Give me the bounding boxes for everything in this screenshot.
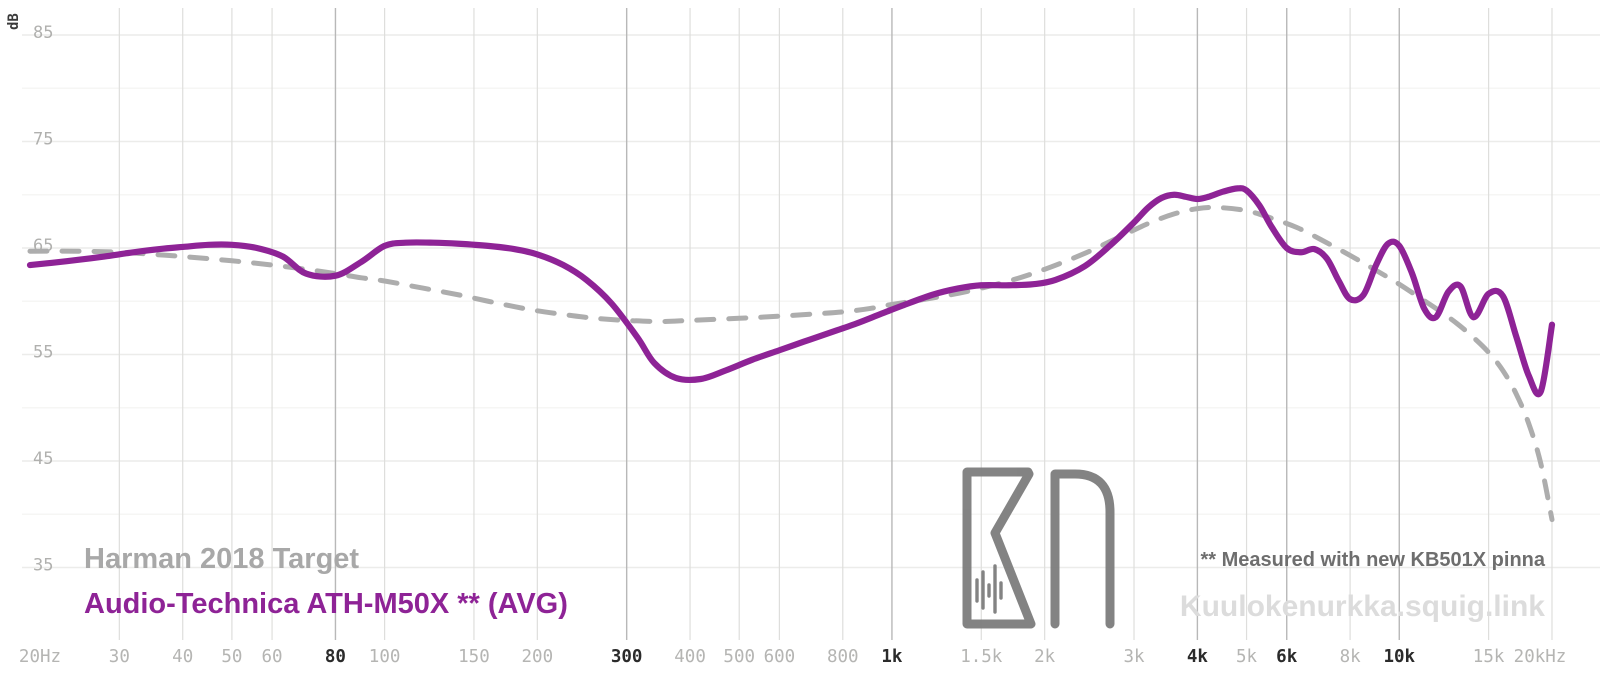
watermark-site-url: Kuulokenurkka.squig.link [1180,590,1545,623]
x-axis-tick-label: 20Hz [19,647,61,667]
y-axis-tick-label: 35 [33,556,53,576]
x-axis-tick-label: 30 [109,647,130,667]
x-axis-tick-label: 300 [611,647,643,667]
y-axis-tick-label: 45 [33,449,53,469]
vertical-gridlines [118,8,1553,640]
x-axis-tick-label: 200 [522,647,554,667]
x-axis-tick-label: 4k [1187,647,1209,667]
x-axis-tick-label: 1.5k [960,647,1003,667]
footnote-measurement-pinna: ** Measured with new KB501X pinna [1200,549,1545,571]
logo-waveform-bars [975,564,1003,614]
x-axis-tick-label: 3k [1123,647,1145,667]
x-axis-tick-label: 50 [221,647,242,667]
x-axis-tick-label: 10k [1383,647,1415,667]
ath-m50x-measurement-curve [26,185,1556,398]
x-axis-tick-label: 600 [764,647,796,667]
legend-item-ath-m50x[interactable]: Audio-Technica ATH-M50X ** (AVG) [84,588,568,620]
x-axis-tick-label: 20kHz [1514,647,1567,667]
kuulokenurkka-kn-logo [962,467,1115,629]
legend-item-harman-target[interactable]: Harman 2018 Target [84,543,359,575]
y-axis-tick-label: 75 [33,130,53,150]
y-axis-unit-label: dB [6,13,22,30]
x-axis-tick-label: 40 [172,647,193,667]
horizontal-gridlines [22,34,1600,569]
x-axis-tick-label: 8k [1340,647,1362,667]
x-axis-tick-label: 800 [827,647,859,667]
x-axis-tick-label: 80 [325,647,346,667]
x-axis-tick-label: 1k [881,647,903,667]
x-axis-tick-label: 15k [1473,647,1505,667]
x-axis-tick-labels: 20Hz 30 40 50 60 80 100 150 200 300 400 500 600 800 1k… [19,647,1566,667]
x-axis-tick-label: 2k [1034,647,1056,667]
x-axis-tick-label: 400 [674,647,706,667]
x-axis-tick-label: 6k [1276,647,1298,667]
x-axis-tick-label: 5k [1236,647,1258,667]
x-axis-tick-label: 500 [723,647,755,667]
y-axis-tick-label: 85 [33,23,53,43]
x-axis-tick-label: 100 [369,647,401,667]
y-axis-tick-label: 55 [33,343,53,363]
harman-target-curve [27,204,1555,523]
x-axis-tick-label: 60 [262,647,283,667]
x-axis-tick-label: 150 [458,647,490,667]
